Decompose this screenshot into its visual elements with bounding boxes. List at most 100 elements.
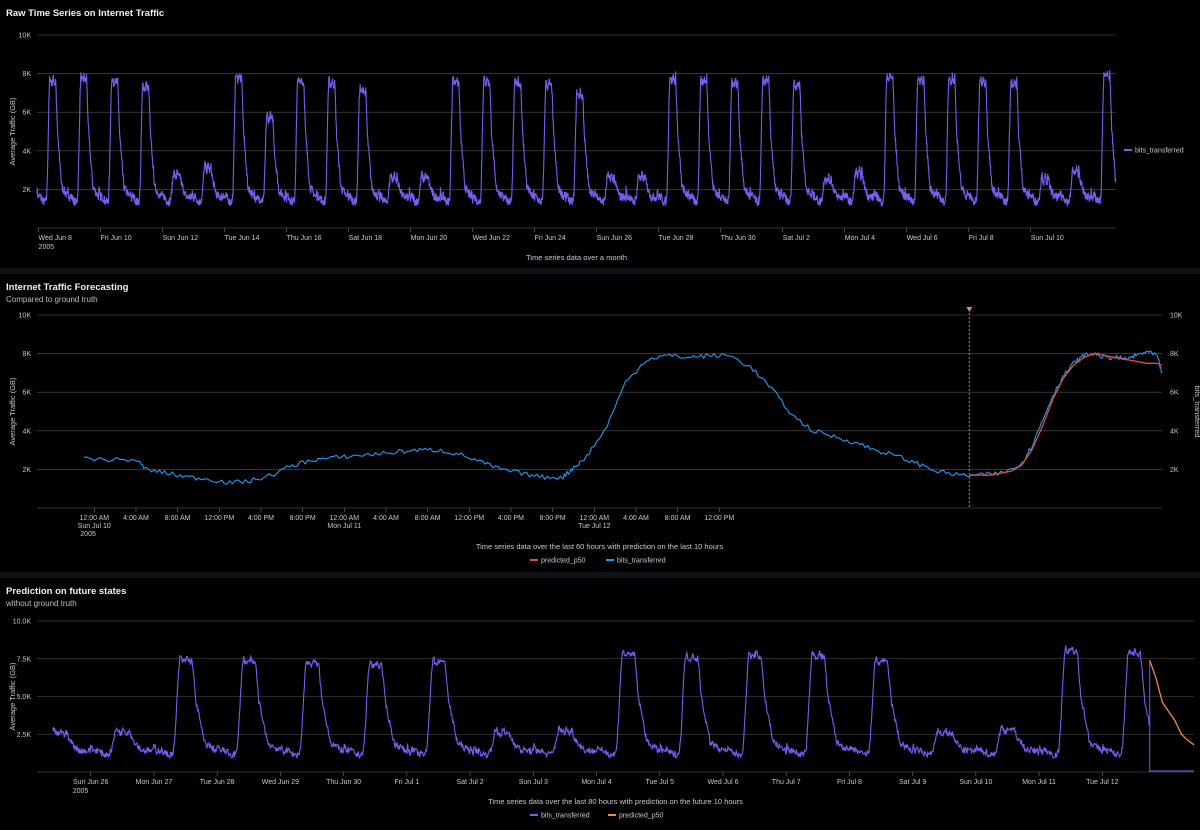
x-tick-label: Sat Jul 9 xyxy=(899,779,926,786)
x-tick-label: 4:00 AM xyxy=(623,515,649,522)
x-tick-label: Mon Jul 11 xyxy=(1022,779,1056,786)
y-tick-label: 6K xyxy=(22,110,31,117)
x-tick-label: Tue Jun 28 xyxy=(659,235,694,242)
y-tick-label-right: 6K xyxy=(1170,390,1179,397)
y-tick-label-right: 2K xyxy=(1170,467,1179,474)
x-tick-year: 2005 xyxy=(39,244,55,251)
x-tick-label: Sun Jul 10 xyxy=(1031,235,1064,242)
x-tick-label: Sun Jul 3 xyxy=(519,779,548,786)
x-tick-label: 8:00 AM xyxy=(165,515,191,522)
x-tick-date: Mon Jul 11 xyxy=(327,523,361,530)
x-axis-label: Time series data over the last 80 hours … xyxy=(488,797,743,806)
x-tick-label: 12:00 PM xyxy=(204,515,234,522)
y-axis-label: Average Traffic (GB) xyxy=(8,97,17,166)
raw-traffic-panel: Raw Time Series on Internet Traffic 10K 8… xyxy=(0,0,1200,268)
x-tick-label: Sat Jul 2 xyxy=(783,235,810,242)
x-tick-label: Sun Jun 12 xyxy=(163,235,199,242)
x-axis-label: Time series data over a month xyxy=(526,253,627,262)
y-tick-label-right: 10K xyxy=(1170,313,1183,320)
x-tick-label: 8:00 AM xyxy=(415,515,441,522)
y-axis-label: Average Traffic (GB) xyxy=(8,662,17,731)
x-tick-label: 8:00 AM xyxy=(665,515,691,522)
x-tick-label: Sat Jun 18 xyxy=(349,235,383,242)
x-tick-label: Sun Jul 10 xyxy=(959,779,992,786)
x-tick-label: Wed Jul 6 xyxy=(907,235,938,242)
x-tick-label: Wed Jun 8 xyxy=(39,235,72,242)
y-tick-label-right: 4K xyxy=(1170,428,1179,435)
panel-title: Raw Time Series on Internet Traffic xyxy=(6,8,165,19)
y-axis-label-right: bits_transferred xyxy=(1193,385,1200,437)
x-tick-label: 12:00 AM xyxy=(80,515,110,522)
x-tick-label: Tue Jun 28 xyxy=(200,779,235,786)
panel-subtitle: without ground truth xyxy=(6,599,77,608)
series-line-predicted-p50 xyxy=(969,352,1163,476)
y-tick-label: 8K xyxy=(22,351,31,358)
raw-traffic-chart[interactable]: 10K 8K 6K 4K 2K Average Traffic (GB) Wed Jun 8… xyxy=(0,0,1200,268)
x-tick-label: Fri Jun 24 xyxy=(535,235,566,242)
x-tick-label: Mon Jul 4 xyxy=(845,235,875,242)
y-tick-label: 2K xyxy=(22,467,31,474)
x-tick-date: Sun Jul 10 xyxy=(78,523,111,530)
x-tick-label: Sun Jun 26 xyxy=(597,235,633,242)
x-tick-label: Fri Jul 1 xyxy=(394,779,419,786)
y-tick-label: 8K xyxy=(22,71,31,78)
x-tick-label: Fri Jul 8 xyxy=(969,235,994,242)
legend-label-predicted-p50: predicted_p50 xyxy=(541,558,585,565)
panel-title: Prediction on future states xyxy=(6,586,127,597)
legend-label-bits-transferred: bits_transferred xyxy=(617,558,666,565)
series-line-bits-transferred xyxy=(36,69,1117,208)
x-tick-label: Thu Jun 16 xyxy=(287,235,322,242)
y-tick-label: 4K xyxy=(22,148,31,155)
x-tick-label: 12:00 PM xyxy=(454,515,484,522)
x-tick-label: Fri Jun 10 xyxy=(101,235,132,242)
x-tick-year: 2005 xyxy=(80,531,96,538)
y-tick-label: 10K xyxy=(19,313,32,320)
y-tick-label: 6K xyxy=(22,390,31,397)
legend-label-bits-transferred: bits_transferred xyxy=(541,813,590,820)
x-tick-label: Mon Jun 20 xyxy=(411,235,448,242)
y-tick-label: 10.0K xyxy=(13,619,32,626)
x-tick-label: Thu Jul 7 xyxy=(772,779,801,786)
legend-label-predicted-p50: predicted_p50 xyxy=(619,813,663,820)
y-tick-label: 2K xyxy=(22,187,31,194)
series-line-bits-transferred xyxy=(83,349,1163,485)
forecasting-chart[interactable]: 10K 10K 8K 8K 6K 6K 4K 4K 2K 2K Average Traffic (G… xyxy=(0,274,1200,572)
x-tick-label: Tue Jul 5 xyxy=(645,779,674,786)
x-tick-label: Sat Jul 2 xyxy=(456,779,483,786)
y-tick-label: 7.5K xyxy=(17,656,32,663)
x-tick-label: Wed Jun 29 xyxy=(262,779,299,786)
x-tick-label: Wed Jul 6 xyxy=(707,779,738,786)
x-tick-label: 8:00 PM xyxy=(540,515,566,522)
y-tick-label: 10K xyxy=(19,33,32,40)
y-axis-label: Average Traffic (GB) xyxy=(8,377,17,446)
series-line-predicted-p50 xyxy=(1149,660,1195,746)
x-tick-label: Wed Jun 22 xyxy=(473,235,510,242)
x-tick-label: Tue Jun 14 xyxy=(225,235,260,242)
x-tick-label: Mon Jun 27 xyxy=(136,779,173,786)
y-tick-label-right: 8K xyxy=(1170,351,1179,358)
x-tick-label: Tue Jul 12 xyxy=(1086,779,1119,786)
x-tick-label: 12:00 PM xyxy=(704,515,734,522)
prediction-marker-handle xyxy=(966,307,973,312)
x-tick-label: 4:00 PM xyxy=(248,515,274,522)
forecasting-panel: Internet Traffic Forecasting Compared to… xyxy=(0,274,1200,572)
series-line-bits-transferred xyxy=(52,645,1151,760)
panel-subtitle: Compared to ground truth xyxy=(6,295,98,304)
x-tick-label: Fri Jul 8 xyxy=(837,779,862,786)
y-tick-label: 2.5K xyxy=(17,732,32,739)
panel-title: Internet Traffic Forecasting xyxy=(6,282,129,293)
x-tick-date: Tue Jul 12 xyxy=(578,523,611,530)
y-tick-label: 5.0K xyxy=(17,694,32,701)
x-tick-label: Mon Jul 4 xyxy=(581,779,611,786)
x-tick-year: 2005 xyxy=(73,788,89,795)
x-tick-label: 8:00 PM xyxy=(290,515,316,522)
x-tick-label: Sun Jun 26 xyxy=(73,779,109,786)
x-tick-label: 12:00 AM xyxy=(580,515,610,522)
y-tick-label: 4K xyxy=(22,428,31,435)
x-tick-label: Thu Jun 30 xyxy=(326,779,361,786)
legend-label-bits-transferred: bits_transferred xyxy=(1135,148,1184,155)
future-prediction-panel: Prediction on future states without grou… xyxy=(0,578,1200,830)
x-tick-label: 4:00 AM xyxy=(123,515,149,522)
x-axis-label: Time series data over the last 60 hours … xyxy=(476,542,724,551)
